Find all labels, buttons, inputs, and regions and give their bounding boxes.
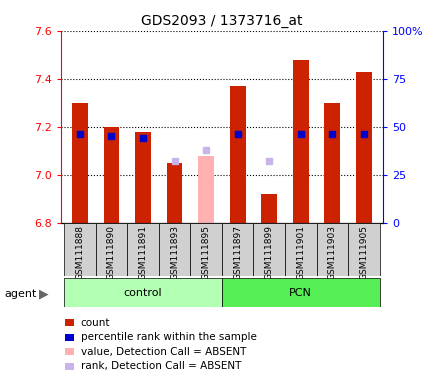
Text: GSM111888: GSM111888	[75, 225, 84, 280]
Text: GSM111897: GSM111897	[233, 225, 242, 280]
Bar	[95, 223, 127, 276]
Text: GSM111901: GSM111901	[296, 225, 305, 280]
Bar	[355, 71, 371, 223]
Bar	[103, 127, 119, 223]
Bar	[253, 223, 284, 276]
Text: GSM111893: GSM111893	[170, 225, 179, 280]
Bar	[166, 163, 182, 223]
Text: GSM111895: GSM111895	[201, 225, 210, 280]
Bar	[64, 278, 221, 307]
Text: ▶: ▶	[39, 287, 48, 300]
Bar	[72, 103, 88, 223]
Text: GSM111890: GSM111890	[107, 225, 115, 280]
Bar	[284, 223, 316, 276]
Bar	[261, 194, 276, 223]
Text: GSM111905: GSM111905	[358, 225, 368, 280]
Bar	[64, 223, 95, 276]
Text: PCN: PCN	[289, 288, 312, 298]
Text: rank, Detection Call = ABSENT: rank, Detection Call = ABSENT	[80, 361, 240, 371]
Bar	[347, 223, 379, 276]
Bar	[221, 278, 379, 307]
Title: GDS2093 / 1373716_at: GDS2093 / 1373716_at	[141, 14, 302, 28]
Text: count: count	[80, 318, 110, 328]
Text: control: control	[123, 288, 162, 298]
Bar	[158, 223, 190, 276]
Text: value, Detection Call = ABSENT: value, Detection Call = ABSENT	[80, 347, 246, 357]
Text: GSM111899: GSM111899	[264, 225, 273, 280]
Bar	[198, 156, 214, 223]
Bar	[221, 223, 253, 276]
Bar	[316, 223, 347, 276]
Text: GSM111903: GSM111903	[327, 225, 336, 280]
Text: percentile rank within the sample: percentile rank within the sample	[80, 332, 256, 342]
Text: GSM111891: GSM111891	[138, 225, 147, 280]
Bar	[190, 223, 221, 276]
Bar	[292, 60, 308, 223]
Bar	[324, 103, 339, 223]
Bar	[135, 132, 151, 223]
Text: agent: agent	[4, 289, 36, 299]
Bar	[127, 223, 158, 276]
Bar	[229, 86, 245, 223]
